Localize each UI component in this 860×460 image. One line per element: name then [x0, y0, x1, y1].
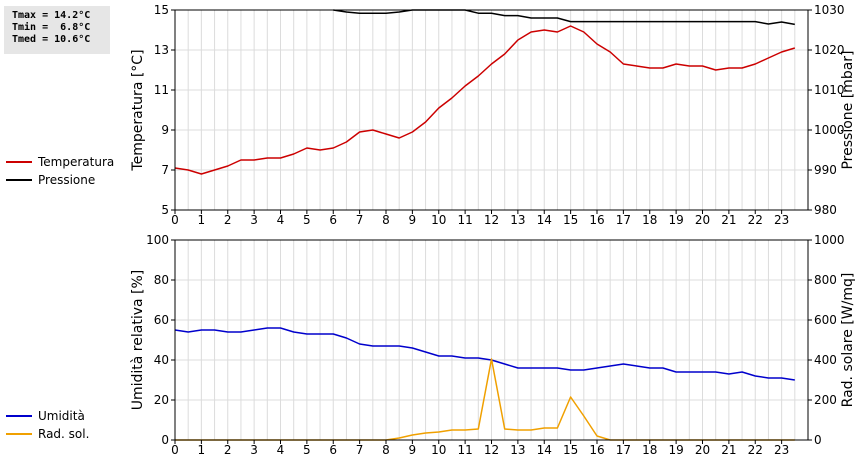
panel1-x-tick-label: 14 [537, 213, 552, 227]
panel1-y2-tick-label: 1010 [814, 83, 845, 97]
panel2-y2-tick-label: 800 [814, 273, 837, 287]
panel1-y2-tick-label: 1020 [814, 43, 845, 57]
stats-box: Tmax = 14.2°C Tmin = 6.8°C Tmed = 10.6°C [4, 6, 110, 54]
panel1-y2-tick-label: 1030 [814, 3, 845, 17]
panel1-y-tick-label: 7 [161, 163, 169, 177]
panel2-x-tick-label: 13 [510, 443, 525, 457]
panel2-x-tick-label: 2 [224, 443, 232, 457]
panel1-x-tick-label: 21 [721, 213, 736, 227]
panel1-x-tick-label: 10 [431, 213, 446, 227]
panel1-x-tick-label: 17 [616, 213, 631, 227]
panel1-x-tick-label: 4 [277, 213, 285, 227]
panel2-series-umidit [174, 327, 795, 381]
panel2-x-tick-label: 21 [721, 443, 736, 457]
panel2-x-tick-label: 18 [642, 443, 657, 457]
panel1-y2-tick-label: 1000 [814, 123, 845, 137]
legend-label-umidita: Umidità [38, 409, 85, 423]
tmax-label: Tmax = 14.2°C [12, 10, 91, 21]
panel2-x-tick-label: 9 [409, 443, 417, 457]
panel2-x-tick-label: 10 [431, 443, 446, 457]
panel1-series-temperatura [174, 25, 796, 175]
legend-top: Temperatura Pressione [6, 153, 114, 189]
panel1-x-tick-label: 9 [409, 213, 417, 227]
panel2-x-tick-label: 1 [198, 443, 206, 457]
panel1-x-tick-label: 7 [356, 213, 364, 227]
panel2-x-tick-label: 0 [171, 443, 179, 457]
panel2-x-tick-label: 11 [457, 443, 472, 457]
panel1-x-tick-label: 23 [774, 213, 789, 227]
panel1-x-tick-label: 15 [563, 213, 578, 227]
panel2-x-tick-label: 6 [329, 443, 337, 457]
legend-label-rad-sol: Rad. sol. [38, 427, 90, 441]
panel1-x-tick-label: 8 [382, 213, 390, 227]
legend-swatch-umidita [6, 415, 32, 417]
panel2-y-axis-label: Umidità relativa [%] [130, 270, 146, 411]
panel2-y-tick-label: 20 [154, 393, 169, 407]
panel1-x-tick-label: 22 [748, 213, 763, 227]
panel1-x-tick-label: 2 [224, 213, 232, 227]
panel2-x-tick-label: 23 [774, 443, 789, 457]
panel2-x-tick-label: 19 [668, 443, 683, 457]
legend-item-pressione: Pressione [6, 171, 114, 189]
panel1-y-tick-label: 13 [154, 43, 169, 57]
panel1-x-tick-label: 6 [329, 213, 337, 227]
panel2-x-tick-label: 17 [616, 443, 631, 457]
panel2-x-tick-label: 20 [695, 443, 710, 457]
panel2-x-tick-label: 3 [250, 443, 258, 457]
panel2-x-tick-label: 8 [382, 443, 390, 457]
legend-item-rad-sol: Rad. sol. [6, 425, 89, 443]
panel2-x-tick-label: 14 [537, 443, 552, 457]
panel1-y-axis-label: Temperatura [°C] [130, 49, 146, 171]
panel1-x-tick-label: 20 [695, 213, 710, 227]
panel1-x-tick-label: 18 [642, 213, 657, 227]
panel2-x-tick-label: 4 [277, 443, 285, 457]
panel1-x-tick-label: 1 [198, 213, 206, 227]
panel1-y-tick-label: 9 [161, 123, 169, 137]
legend-swatch-pressione [6, 179, 32, 181]
tmin-label: Tmin = 6.8°C [12, 22, 91, 33]
tmed-label: Tmed = 10.6°C [12, 34, 91, 45]
panel2-y-tick-label: 40 [154, 353, 169, 367]
legend-item-umidita: Umidità [6, 407, 89, 425]
panel2-x-tick-label: 7 [356, 443, 364, 457]
panel2-y-tick-label: 60 [154, 313, 169, 327]
panel1-x-tick-label: 3 [250, 213, 258, 227]
panel1-y-tick-label: 5 [161, 203, 169, 217]
panel2-x-tick-label: 5 [303, 443, 311, 457]
panel1-x-tick-label: 19 [668, 213, 683, 227]
panel2-x-tick-label: 16 [589, 443, 604, 457]
legend-swatch-rad-sol [6, 433, 32, 435]
panel1-y2-tick-label: 990 [814, 163, 837, 177]
panel1-series-pressione [333, 9, 795, 26]
panel1-x-tick-label: 12 [484, 213, 499, 227]
panel2-y-tick-label: 80 [154, 273, 169, 287]
panel2-y2-tick-label: 1000 [814, 233, 845, 247]
panel1-x-tick-label: 11 [457, 213, 472, 227]
panel2-y2-tick-label: 200 [814, 393, 837, 407]
panel1-x-tick-label: 0 [171, 213, 179, 227]
panel2-x-tick-label: 22 [748, 443, 763, 457]
panel2-y2-tick-label: 600 [814, 313, 837, 327]
panel2-y2-tick-label: 0 [814, 433, 822, 447]
panel1-y-tick-label: 11 [154, 83, 169, 97]
panel2-y-tick-label: 0 [161, 433, 169, 447]
panel2-y2-tick-label: 400 [814, 353, 837, 367]
panel1-x-tick-label: 13 [510, 213, 525, 227]
legend-bottom: Umidità Rad. sol. [6, 407, 89, 443]
panel1-x-tick-label: 5 [303, 213, 311, 227]
legend-label-pressione: Pressione [38, 173, 96, 187]
panel1-x-tick-label: 16 [589, 213, 604, 227]
panel2-x-tick-label: 12 [484, 443, 499, 457]
panel2-y-tick-label: 100 [146, 233, 169, 247]
panel1-y2-tick-label: 980 [814, 203, 837, 217]
legend-swatch-temperatura [6, 161, 32, 163]
panel1-y-tick-label: 15 [154, 3, 169, 17]
panel2-y2-axis-label: Rad. solare [W/mq] [840, 273, 856, 408]
legend-item-temperatura: Temperatura [6, 153, 114, 171]
panel1-y2-axis-label: Pressione [mbar] [840, 50, 856, 169]
panel2-x-tick-label: 15 [563, 443, 578, 457]
legend-label-temperatura: Temperatura [38, 155, 115, 169]
